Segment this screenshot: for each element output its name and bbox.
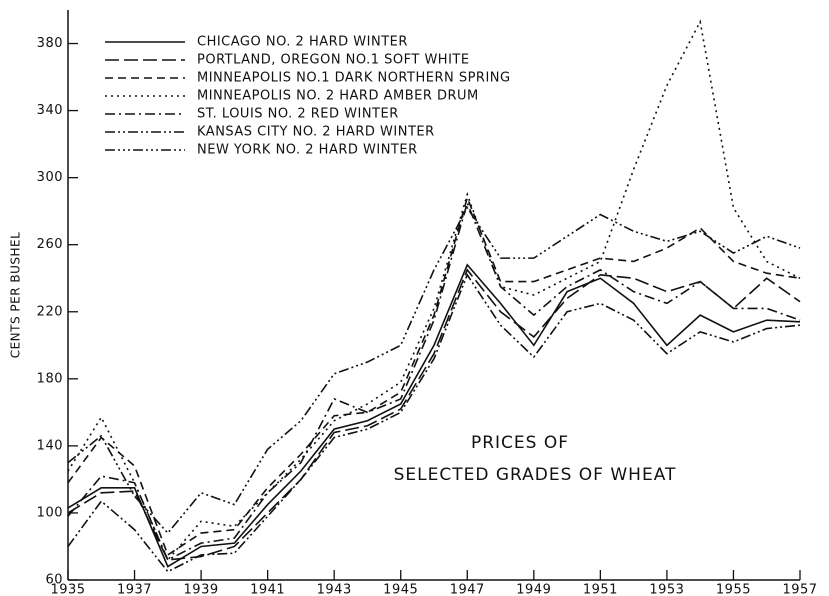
legend-label: KANSAS CITY NO. 2 HARD WINTER [197,125,435,140]
y-axis-label: CENTS PER BUSHEL [9,232,23,359]
y-tick-label: 220 [37,304,63,319]
y-tick-label: 340 [37,103,63,118]
x-tick-label: 1945 [383,583,418,596]
x-tick-label: 1955 [716,583,751,596]
y-tick-label: 140 [37,438,63,453]
y-tick-label: 180 [37,371,63,386]
x-tick-label: 1951 [583,583,618,596]
y-tick-label: 300 [37,170,63,185]
x-tick-label: 1953 [649,583,684,596]
legend-label: MINNEAPOLIS NO. 2 HARD AMBER DRUM [197,89,479,104]
x-tick-label: 1947 [450,583,485,596]
series-line [67,200,801,561]
annotation: SELECTED GRADES OF WHEAT [394,465,677,485]
x-tick-label: 1943 [317,583,352,596]
y-tick-label: 100 [37,505,63,520]
x-tick-label: 1941 [250,583,285,596]
x-tick-label: 1935 [50,583,85,596]
series-line [67,206,801,535]
y-tick-label: 260 [37,237,63,252]
legend-label: NEW YORK NO. 2 HARD WINTER [197,143,418,158]
series-line [67,19,801,562]
annotation: PRICES OF [471,433,569,453]
y-tick-label: 60 [45,573,63,588]
x-tick-label: 1939 [184,583,219,596]
series-line [67,263,801,568]
x-tick-label: 1949 [516,583,551,596]
y-tick-label: 380 [37,36,63,51]
legend-label: MINNEAPOLIS NO.1 DARK NORTHERN SPRING [197,71,511,86]
series-line [67,268,801,561]
x-tick-label: 1937 [117,583,152,596]
legend-label: PORTLAND, OREGON NO.1 SOFT WHITE [197,53,470,68]
legend-label: ST. LOUIS NO. 2 RED WINTER [197,107,399,122]
x-tick-label: 1957 [782,583,817,596]
series-line [67,273,801,573]
legend-label: CHICAGO NO. 2 HARD WINTER [197,35,408,50]
series-line [67,195,801,557]
